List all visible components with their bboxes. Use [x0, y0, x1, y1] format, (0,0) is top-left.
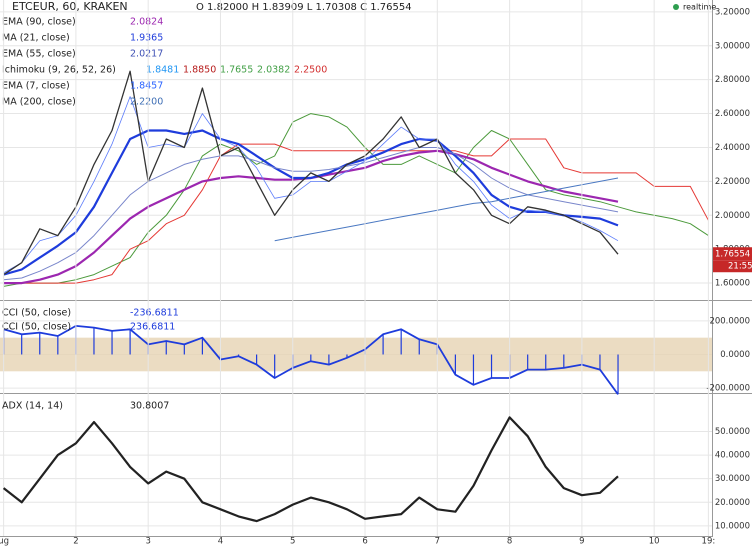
legend-name: ADX (14, 14)	[2, 401, 63, 412]
ichimoku-span	[3, 138, 709, 284]
x-tick-label: 5	[290, 537, 295, 546]
y-tick-label: 10.0000	[715, 521, 750, 531]
legend-name: EMA (90, close)	[2, 17, 76, 28]
price-line	[3, 70, 619, 276]
legend-readout: 1.8850	[183, 65, 216, 76]
x-tick-label: 9	[579, 537, 584, 546]
realtime-dot	[673, 4, 679, 10]
indicator-line	[3, 129, 619, 276]
adx-line	[2, 416, 619, 523]
legend-name: CCI (50, close)	[2, 308, 71, 319]
y-tick-label: 50.0000	[715, 427, 750, 437]
legend-name: CCI (50, close)	[2, 322, 71, 333]
y-tick-label: 1.60000	[715, 279, 750, 289]
y-tick-label: 3.00000	[715, 41, 750, 51]
legend-readout: 1.8481	[146, 65, 179, 76]
x-tick-label: 19:	[702, 537, 716, 546]
y-tick-label: 200.0000	[709, 316, 750, 326]
y-tick-label: 20.0000	[715, 498, 750, 508]
realtime-label: realtime	[683, 3, 716, 12]
legend-readout: 2.0824	[130, 17, 163, 28]
last-time-tag	[713, 260, 752, 273]
cci-line	[3, 325, 619, 395]
legend-name: Ichimoku (9, 26, 52, 26)	[2, 65, 116, 76]
ohlc-readout: O 1.82000 H 1.83909 L 1.70308 C 1.76554	[196, 2, 412, 13]
y-tick-label: 40.0000	[715, 451, 750, 461]
legend-readout: 2.2200	[130, 97, 163, 108]
indicator-line	[274, 177, 619, 242]
y-tick-label: 2.60000	[715, 109, 750, 119]
x-tick-label: ug	[0, 537, 9, 546]
x-tick-label: 2	[73, 537, 78, 546]
y-tick-label: -200.0000	[706, 384, 750, 394]
legend-readout: 236.6811	[130, 322, 175, 333]
last-time-label: 21:55	[728, 262, 752, 272]
y-tick-label: 2.20000	[715, 177, 750, 187]
legend-readout: 2.0382	[257, 65, 290, 76]
chart-title: ETCEUR, 60, KRAKEN	[12, 0, 128, 13]
y-tick-label: 2.80000	[715, 75, 750, 85]
y-tick-label: 2.40000	[715, 143, 750, 153]
last-price-label: 1.76554	[715, 250, 750, 260]
x-tick-label: 8	[507, 537, 512, 546]
x-tick-label: 7	[435, 537, 440, 546]
legend-name: EMA (55, close)	[2, 49, 76, 60]
legend-readout: 1.8457	[130, 81, 163, 92]
legend-name: EMA (7, close)	[2, 81, 70, 92]
legend-readout: -236.6811	[130, 308, 179, 319]
legend-readout: 1.9365	[130, 33, 163, 44]
legend-readout: 1.7655	[220, 65, 253, 76]
x-tick-label: 10	[649, 537, 660, 546]
legend-readout: 30.8007	[130, 401, 169, 412]
y-tick-label: 0.0000	[720, 350, 750, 360]
legend-readout: 2.2500	[294, 65, 327, 76]
indicator-line	[3, 96, 619, 274]
x-tick-label: 3	[145, 537, 150, 546]
y-tick-label: 3.20000	[715, 7, 750, 17]
x-tick-label: 6	[362, 537, 367, 546]
y-tick-label: 30.0000	[715, 474, 750, 484]
legend-readout: 2.0217	[130, 49, 163, 60]
legend-name: MA (21, close)	[2, 33, 70, 44]
legend-name: MA (200, close)	[2, 97, 76, 108]
x-tick-label: 4	[218, 537, 223, 546]
last-price-tag	[713, 247, 752, 261]
y-tick-label: 2.00000	[715, 211, 750, 221]
indicator-line	[3, 147, 619, 281]
